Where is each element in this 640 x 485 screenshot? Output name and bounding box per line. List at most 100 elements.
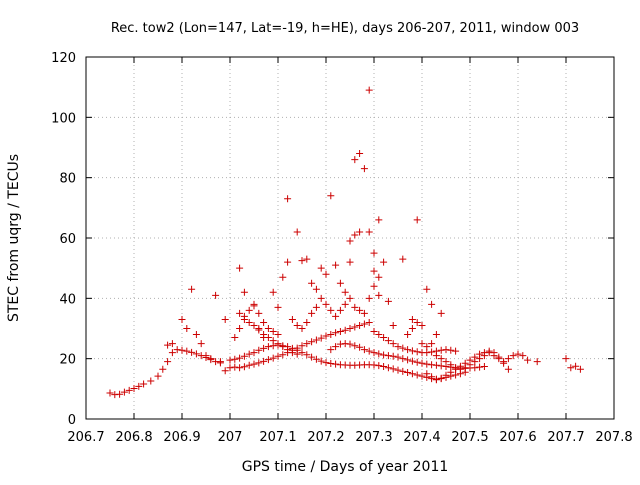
- x-tick-label: 206.9: [163, 430, 200, 445]
- data-point: [260, 357, 268, 365]
- data-point: [476, 363, 484, 371]
- data-point: [332, 343, 340, 351]
- data-point: [356, 343, 364, 351]
- data-point: [408, 325, 416, 332]
- data-point: [375, 291, 383, 299]
- data-point: [356, 306, 364, 314]
- data-point: [279, 351, 287, 359]
- data-point: [432, 361, 440, 369]
- data-point: [447, 368, 455, 376]
- data-point: [476, 350, 484, 358]
- data-point: [360, 165, 368, 173]
- data-point: [312, 285, 320, 293]
- data-point: [327, 346, 335, 354]
- x-tick-label: 207.6: [499, 430, 536, 445]
- data-point: [269, 354, 277, 362]
- data-point: [351, 231, 359, 239]
- data-point: [240, 352, 248, 360]
- data-point: [423, 360, 431, 368]
- data-point: [240, 363, 248, 371]
- data-point: [399, 344, 407, 352]
- y-tick-label: 40: [59, 292, 76, 307]
- data-point: [212, 291, 220, 299]
- data-point: [399, 355, 407, 363]
- data-point: [255, 325, 263, 332]
- data-point: [284, 258, 292, 266]
- data-point: [332, 329, 340, 337]
- data-point: [384, 364, 392, 372]
- data-point: [255, 309, 263, 317]
- data-point: [226, 356, 234, 364]
- data-point: [442, 358, 450, 366]
- data-point: [356, 150, 364, 158]
- data-point: [269, 337, 277, 345]
- data-point: [432, 376, 440, 384]
- data-point: [188, 285, 196, 293]
- data-point: [236, 325, 244, 332]
- data-point: [370, 328, 378, 336]
- y-tick-label: 80: [59, 172, 76, 187]
- data-point: [341, 340, 349, 348]
- data-point: [437, 309, 445, 317]
- data-point: [442, 371, 450, 379]
- data-point: [279, 343, 287, 351]
- data-point: [202, 352, 210, 360]
- data-point: [394, 343, 402, 351]
- data-point: [380, 334, 388, 342]
- data-point: [428, 373, 436, 381]
- data-point: [130, 385, 138, 393]
- data-point: [562, 355, 570, 363]
- data-point: [346, 294, 354, 302]
- data-point: [236, 364, 244, 372]
- grid-lines: [86, 57, 614, 419]
- data-point: [260, 318, 268, 326]
- data-point: [360, 320, 368, 328]
- data-point: [250, 349, 258, 357]
- data-point: [308, 279, 316, 287]
- data-point: [490, 349, 498, 357]
- y-tick-label: 0: [68, 413, 76, 428]
- data-point: [346, 325, 354, 332]
- data-point: [442, 346, 450, 354]
- data-point: [480, 349, 488, 357]
- data-point: [437, 362, 445, 370]
- data-point: [332, 312, 340, 320]
- data-point: [423, 370, 431, 378]
- data-point: [221, 315, 229, 323]
- data-point: [317, 264, 325, 272]
- data-point: [432, 352, 440, 360]
- data-point: [197, 340, 205, 348]
- data-point: [394, 353, 402, 361]
- data-point: [351, 156, 359, 164]
- data-point: [384, 352, 392, 360]
- data-point: [322, 332, 330, 340]
- data-point: [327, 306, 335, 314]
- data-point: [504, 355, 512, 363]
- data-point: [245, 361, 253, 369]
- data-point: [375, 331, 383, 339]
- data-point: [399, 255, 407, 263]
- data-point: [274, 340, 282, 348]
- data-point: [312, 336, 320, 344]
- data-point: [288, 315, 296, 323]
- data-point: [332, 360, 340, 368]
- data-point: [370, 267, 378, 275]
- data-point: [485, 347, 493, 355]
- data-point: [380, 351, 388, 359]
- data-point: [437, 355, 445, 363]
- x-tick-label: 207.3: [355, 430, 392, 445]
- data-point: [269, 328, 277, 336]
- data-point: [346, 258, 354, 266]
- data-point: [404, 369, 412, 377]
- data-point: [380, 363, 388, 371]
- data-point: [375, 216, 383, 224]
- data-point: [116, 390, 124, 398]
- data-point: [413, 216, 421, 224]
- data-point: [356, 321, 364, 329]
- data-point: [154, 372, 162, 380]
- data-point: [308, 309, 316, 317]
- y-tick-label: 60: [59, 232, 76, 247]
- data-point: [418, 321, 426, 329]
- data-point: [389, 321, 397, 329]
- data-point: [192, 331, 200, 339]
